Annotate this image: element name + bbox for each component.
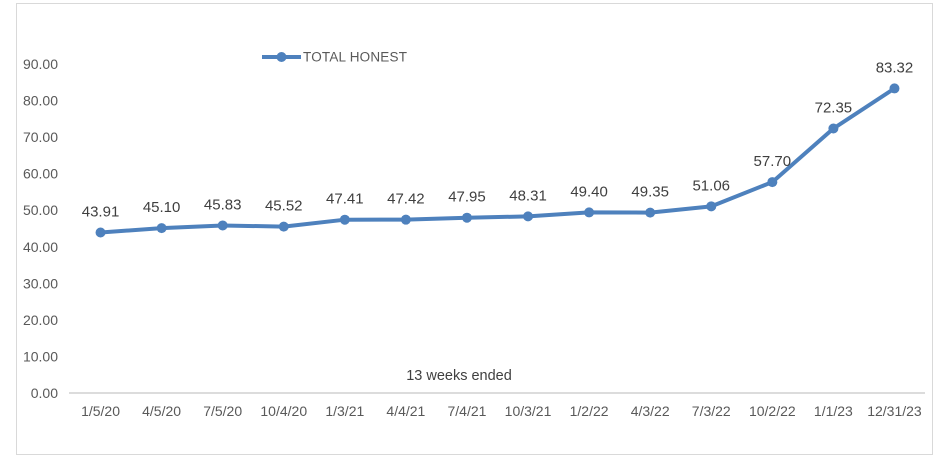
data-point-label: 47.95: [448, 189, 486, 206]
x-tick-label: 10/3/21: [505, 403, 552, 419]
x-tick-label: 4/4/21: [386, 403, 425, 419]
x-tick-label: 4/3/22: [631, 403, 670, 419]
x-tick-label: 7/5/20: [203, 403, 242, 419]
data-point-label: 43.91: [82, 203, 120, 220]
data-point-label: 49.35: [631, 184, 669, 201]
data-point-marker: [889, 83, 900, 94]
x-tick-label: 1/1/23: [814, 403, 853, 419]
data-point-label: 72.35: [815, 100, 853, 117]
data-point-marker: [217, 220, 228, 231]
x-axis-title: 13 weeks ended: [406, 368, 512, 384]
y-tick-label: 30.00: [23, 275, 58, 291]
x-tick-label: 1/2/22: [570, 403, 609, 419]
y-tick-label: 0.00: [31, 385, 58, 401]
legend-marker-icon: [276, 52, 287, 62]
data-point-label: 83.32: [876, 59, 914, 76]
data-point-label: 47.41: [326, 191, 364, 208]
x-tick-label: 1/5/20: [81, 403, 120, 419]
data-point-marker: [645, 207, 656, 218]
x-tick-label: 12/31/23: [867, 403, 922, 419]
data-point-marker: [584, 207, 595, 218]
y-tick-label: 70.00: [23, 129, 58, 145]
data-point-marker: [339, 214, 350, 225]
data-point-label: 47.42: [387, 191, 425, 208]
data-point-label: 45.10: [143, 199, 181, 216]
data-point-label: 48.31: [509, 187, 547, 204]
data-point-marker: [278, 221, 289, 232]
data-point-marker: [828, 123, 839, 134]
y-tick-label: 20.00: [23, 312, 58, 328]
series-total-honest: [95, 83, 900, 238]
legend-label: TOTAL HONEST: [303, 50, 407, 65]
data-point-marker: [523, 211, 534, 222]
data-point-marker: [767, 177, 778, 188]
x-tick-label: 1/3/21: [325, 403, 364, 419]
x-tick-label: 7/4/21: [447, 403, 486, 419]
x-tick-label: 7/3/22: [692, 403, 731, 419]
legend: TOTAL HONEST: [262, 50, 407, 65]
data-point-label: 51.06: [692, 177, 730, 194]
data-point-label: 49.40: [570, 183, 608, 200]
data-point-marker: [706, 201, 717, 212]
x-axis-tick-labels: 1/5/20 4/5/20 7/5/20 10/4/20 1/3/21 4/4/21 7/4…: [81, 403, 922, 419]
series-data-labels: 43.91 45.10 45.83 45.52 47.41 47.42 47.95 48.31…: [82, 59, 913, 220]
data-point-marker: [156, 223, 167, 234]
data-point-label: 57.70: [754, 153, 792, 170]
x-tick-label: 10/4/20: [260, 403, 307, 419]
series-line: [98, 86, 897, 235]
y-axis-tick-labels: 0.00 10.00 20.00 30.00 40.00 50.00 60.00 70.00 8…: [23, 56, 58, 401]
y-tick-label: 40.00: [23, 239, 58, 255]
data-point-label: 45.52: [265, 198, 303, 215]
y-tick-label: 50.00: [23, 202, 58, 218]
data-point-marker: [461, 212, 472, 223]
x-tick-label: 10/2/22: [749, 403, 796, 419]
y-tick-label: 60.00: [23, 166, 58, 182]
x-tick-label: 4/5/20: [142, 403, 181, 419]
y-tick-label: 10.00: [23, 348, 58, 364]
data-point-marker: [95, 227, 106, 238]
y-tick-label: 90.00: [23, 56, 58, 72]
data-point-label: 45.83: [204, 196, 242, 213]
data-point-marker: [400, 214, 411, 225]
y-tick-label: 80.00: [23, 93, 58, 109]
